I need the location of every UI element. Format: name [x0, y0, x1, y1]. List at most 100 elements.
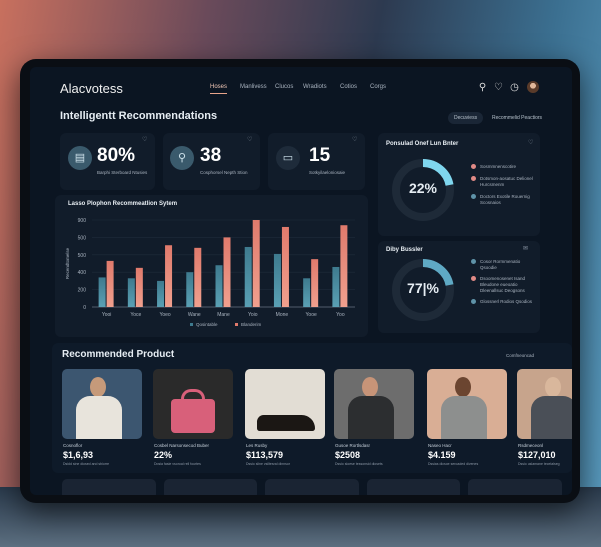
- bar-qosintable-0: [98, 277, 106, 307]
- recommended-button[interactable]: Recommelid Peactiors: [492, 115, 543, 121]
- stat-card-2: ▭ 15 Sotkyilaeloniosaie ♡: [268, 133, 365, 190]
- bar-qosintable-3: [186, 272, 194, 307]
- bar-blanderim-4: [223, 237, 231, 307]
- legend-item: Dotsmon-aosatuc Delionel Hurcsmenm: [480, 176, 533, 187]
- legend-swatch: [190, 323, 193, 326]
- nav-item-5[interactable]: Corgs: [370, 84, 387, 90]
- bar-qosintable-7: [303, 278, 311, 307]
- search-icon: ⚲: [170, 146, 194, 170]
- bar-blanderim-6: [281, 226, 289, 307]
- bar-blanderim-8: [340, 225, 348, 307]
- product-card[interactable]: Cosnoflor $1,6,93 Dsidd sine diosed and …: [62, 369, 144, 469]
- stat-value: 38: [200, 145, 222, 166]
- donut-arc: [392, 259, 454, 321]
- bar-chart: 0 200 400 500 500 900 Recendtomelse Yooi Yoce Yoe…: [65, 218, 355, 327]
- donut-value: 22%: [408, 180, 438, 196]
- y-tick-label: 500: [78, 253, 87, 259]
- bar-blanderim-0: [106, 260, 114, 307]
- product-image-man-sweater[interactable]: [62, 369, 142, 439]
- bar-blanderim-3: [194, 247, 202, 307]
- stat-card-0: ▤ 80% Barphi Sterboard Ntusies ♡: [60, 133, 155, 190]
- y-tick-label: 500: [78, 235, 87, 241]
- dashboard-screen: Alacvotess Hoses Manlivess Clucos Wradio…: [30, 67, 572, 495]
- donut-chart: [392, 159, 454, 221]
- bar-qosintable-8: [332, 266, 340, 307]
- x-tick-label: Yoce: [130, 312, 141, 318]
- monitor-icon: ▭: [276, 146, 300, 170]
- product-image-black-shoe[interactable]: [245, 369, 325, 439]
- nav-item-0[interactable]: Hoses: [210, 84, 228, 94]
- legend-item: Glossnerl Rodios Qsodios: [480, 299, 533, 304]
- x-tick-label: Mane: [217, 312, 230, 318]
- legend-item: Dsoomenosenet Isand Bleudone eueoatio Dl…: [480, 276, 526, 293]
- heart-icon[interactable]: ♡: [247, 137, 253, 143]
- heart-icon[interactable]: ♡: [528, 140, 534, 146]
- stat-label: Barphi Sterboard Ntusies: [97, 170, 148, 175]
- nav-item-1[interactable]: Manlivess: [240, 84, 267, 90]
- bar-blanderim-1: [135, 267, 143, 307]
- x-tick-label: Yoo: [336, 312, 345, 318]
- product-price: $2508: [335, 450, 361, 460]
- see-all-link[interactable]: Comfneoncad: [506, 353, 535, 358]
- product-image-man-dark-sweater[interactable]: [334, 369, 414, 439]
- nav-item-4[interactable]: Cotios: [340, 84, 358, 90]
- message-icon[interactable]: ✉: [523, 246, 529, 252]
- product-description: Dssio sloese tessonsid diosets: [335, 462, 383, 466]
- donut-panel-0: Ponsulad Onef Lun Bnter ♡ 22% Sosmmnensc…: [378, 133, 540, 236]
- product-card[interactable]: Gusoe Rortlsdasr $2508 Dssio sloese tess…: [334, 369, 416, 469]
- y-tick-label: 900: [78, 218, 87, 224]
- product-name: Cosnoflor: [63, 443, 83, 448]
- product-price: $1,6,93: [63, 450, 94, 460]
- legend-item: Doctors Exotile Rouernig Scosnaios: [480, 194, 530, 205]
- legend-item: Cosor Rormmenatio Qsoodie: [480, 259, 521, 270]
- page-title: Intelligentt Recommendations: [60, 110, 218, 122]
- bar-qosintable-1: [127, 278, 135, 307]
- heart-icon[interactable]: ♡: [352, 137, 358, 143]
- nav-item-3[interactable]: Wradiots: [303, 84, 327, 90]
- product-image-pink-handbag[interactable]: [153, 369, 233, 439]
- product-card[interactable]: Rsdmeceonl $127,010 Dssio uslamane tecel…: [517, 369, 572, 469]
- bar-qosintable-4: [215, 265, 223, 307]
- document-icon: ▤: [68, 146, 92, 170]
- legend-label: Blanderim: [241, 322, 262, 327]
- donut-arc: [392, 159, 454, 221]
- donut-legend: Sosmmnenscotire Dotsmon-aosatuc Delionel…: [471, 164, 533, 206]
- bar-qosintable-6: [273, 253, 281, 307]
- heart-icon[interactable]: ♡: [142, 137, 148, 143]
- nav-item-2[interactable]: Clucos: [275, 84, 294, 90]
- products-title: Recommended Product: [62, 349, 175, 360]
- clock-icon[interactable]: ◷: [510, 82, 519, 93]
- search-icon[interactable]: ⚲: [478, 82, 487, 93]
- product-description: Dosia fasie vsoroal rell fourtes: [154, 462, 201, 466]
- stat-value: 15: [309, 145, 331, 166]
- product-card[interactable]: Cosbel Narsonsecod Buber 22% Dosia fasie…: [153, 369, 235, 469]
- product-name: Gusoe Rortlsdasr: [335, 443, 371, 448]
- bar-blanderim-5: [252, 220, 260, 307]
- product-price: $127,010: [518, 450, 556, 460]
- product-card[interactable]: Les Rusby $113,579 Dssio sline vsiltesra…: [245, 369, 327, 469]
- product-image-woman-denim[interactable]: [517, 369, 572, 439]
- avatar[interactable]: [527, 81, 539, 93]
- app-logo: Alacvotess: [60, 81, 123, 96]
- product-price: 22%: [154, 450, 173, 460]
- donut-panel-1: Diby Bussler ✉ 77|% Cosor Rormmenatio Qs…: [378, 241, 540, 333]
- product-card[interactable]: Naseo Hacr $4.159 Dssias dicsoe seroaded…: [427, 369, 509, 469]
- product-image-man-jacket[interactable]: [427, 369, 507, 439]
- discover-button[interactable]: Decuviess: [448, 112, 484, 124]
- y-axis-label: Recendtomelse: [65, 247, 70, 279]
- donut-chart: [392, 259, 454, 321]
- products-next-row: [62, 479, 562, 495]
- donut-legend: Cosor Rormmenatio Qsoodie Dsoomenosenet …: [471, 259, 533, 305]
- donut-title: Ponsulad Onef Lun Bnter: [386, 141, 459, 147]
- product-price: $4.159: [428, 450, 456, 460]
- donut-value: 77|%: [407, 280, 439, 296]
- donut-title: Diby Bussler: [386, 247, 423, 253]
- x-tick-label: Yooe: [306, 312, 317, 318]
- stat-value: 80%: [97, 145, 136, 166]
- bar-blanderim-7: [311, 259, 319, 307]
- x-tick-label: Yoio: [248, 312, 258, 318]
- heart-icon[interactable]: ♡: [494, 82, 503, 93]
- bar-chart-panel: Lasso Plophon Recommeatlion Sytem 0 200 40…: [55, 195, 368, 337]
- stat-label: Sotkyilaeloniosaie: [309, 170, 346, 175]
- product-name: Naseo Hacr: [428, 443, 452, 448]
